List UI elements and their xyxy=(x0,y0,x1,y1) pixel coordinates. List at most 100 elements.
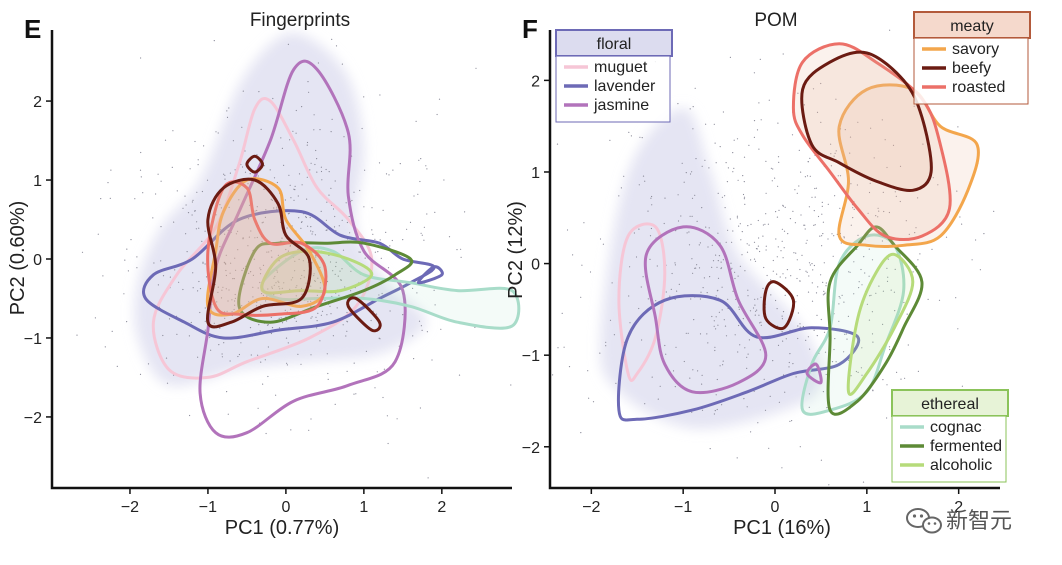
scatter-point xyxy=(278,260,280,262)
scatter-point xyxy=(182,288,184,291)
y-tick-label: −1 xyxy=(24,331,42,348)
scatter-point xyxy=(746,356,748,358)
scatter-point xyxy=(811,196,813,198)
scatter-point xyxy=(759,58,761,61)
scatter-point xyxy=(853,208,855,210)
scatter-point xyxy=(757,298,759,300)
contour-roasted xyxy=(206,180,328,317)
scatter-point xyxy=(638,184,640,186)
scatter-point xyxy=(460,248,462,250)
scatter-point xyxy=(332,335,334,337)
scatter-point xyxy=(799,326,801,328)
scatter-point xyxy=(811,263,813,265)
scatter-point xyxy=(800,171,802,173)
scatter-point xyxy=(217,132,219,134)
scatter-point xyxy=(763,266,765,269)
scatter-point xyxy=(641,137,643,139)
scatter-point xyxy=(305,216,307,219)
scatter-point xyxy=(821,235,823,237)
scatter-point xyxy=(701,207,703,209)
scatter-point xyxy=(721,404,723,406)
scatter-point xyxy=(335,265,337,268)
scatter-point xyxy=(786,269,789,271)
scatter-point xyxy=(845,333,847,335)
scatter-point xyxy=(715,316,717,318)
scatter-point xyxy=(227,300,229,302)
scatter-point xyxy=(335,45,338,47)
scatter-point xyxy=(651,204,653,206)
scatter-point xyxy=(738,324,740,327)
scatter-point xyxy=(748,339,751,341)
scatter-point xyxy=(338,225,340,227)
scatter-point xyxy=(311,316,313,318)
scatter-point xyxy=(244,171,247,173)
scatter-point xyxy=(787,233,789,235)
scatter-point xyxy=(385,173,388,175)
density-fill xyxy=(600,107,822,429)
scatter-point xyxy=(580,432,582,434)
scatter-point xyxy=(222,286,224,288)
scatter-point xyxy=(760,119,762,121)
scatter-point xyxy=(844,129,846,131)
scatter-point xyxy=(775,299,777,302)
scatter-point xyxy=(794,189,796,191)
scatter-point xyxy=(900,378,902,380)
scatter-point xyxy=(772,270,774,272)
x-tick-label: 1 xyxy=(862,499,871,516)
scatter-point xyxy=(872,390,874,392)
scatter-point xyxy=(882,379,884,381)
scatter-point xyxy=(808,393,811,395)
scatter-point xyxy=(288,174,290,176)
scatter-point xyxy=(687,332,689,334)
scatter-point xyxy=(806,175,809,177)
scatter-point xyxy=(714,142,716,144)
scatter-point xyxy=(329,305,331,307)
scatter-point xyxy=(174,269,176,271)
y-tick-label: 0 xyxy=(33,252,42,269)
scatter-point xyxy=(638,228,640,230)
scatter-point xyxy=(881,240,884,242)
scatter-point xyxy=(231,311,233,313)
scatter-point xyxy=(289,245,291,247)
scatter-point xyxy=(319,129,321,131)
scatter-point xyxy=(700,291,702,293)
scatter-point xyxy=(979,269,982,271)
scatter-point xyxy=(434,211,436,213)
scatter-point xyxy=(295,286,297,288)
scatter-point xyxy=(640,286,642,288)
scatter-point xyxy=(220,297,223,299)
scatter-point xyxy=(805,339,807,341)
scatter-point xyxy=(232,140,234,142)
scatter-point xyxy=(840,242,842,244)
scatter-point xyxy=(692,272,694,274)
scatter-point xyxy=(821,213,823,215)
scatter-point xyxy=(102,275,104,277)
scatter-point xyxy=(790,275,792,277)
scatter-point xyxy=(770,279,772,281)
scatter-point xyxy=(677,103,679,105)
scatter-point xyxy=(419,180,421,183)
scatter-point xyxy=(265,209,267,211)
scatter-point xyxy=(857,371,859,373)
scatter-point xyxy=(796,277,798,280)
scatter-point xyxy=(599,238,602,240)
scatter-point xyxy=(672,370,675,372)
scatter-point xyxy=(290,279,292,281)
scatter-point xyxy=(320,166,322,168)
scatter-point xyxy=(894,310,896,312)
scatter-point xyxy=(592,401,595,403)
scatter-point xyxy=(629,266,631,268)
scatter-point xyxy=(705,226,707,228)
scatter-point xyxy=(421,329,423,331)
scatter-point xyxy=(744,347,746,349)
scatter-point xyxy=(822,294,825,296)
scatter-point xyxy=(190,321,192,324)
scatter-point xyxy=(346,321,349,323)
scatter-point xyxy=(797,92,799,94)
scatter-point xyxy=(732,290,734,292)
scatter-point xyxy=(328,171,330,173)
scatter-point xyxy=(294,260,296,262)
scatter-point xyxy=(714,346,716,348)
scatter-point xyxy=(731,267,733,269)
scatter-point xyxy=(418,159,420,161)
